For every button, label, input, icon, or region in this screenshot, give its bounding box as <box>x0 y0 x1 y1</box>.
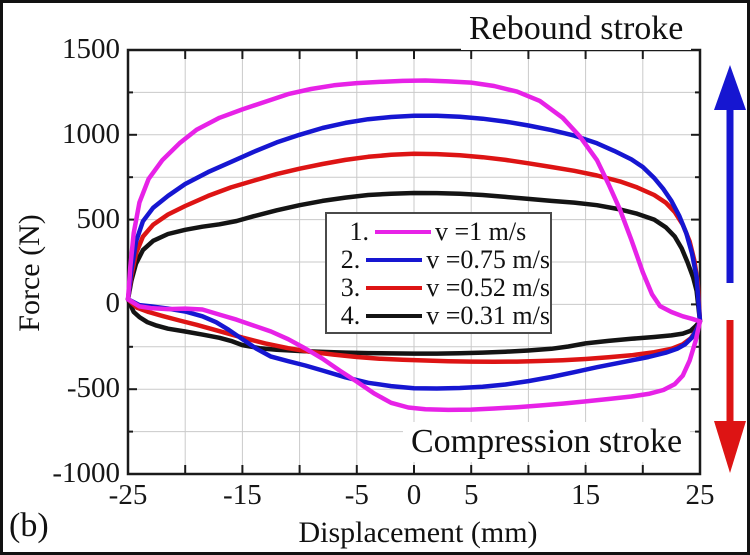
legend-line-sample-magenta <box>375 230 431 234</box>
legend-line-sample-black <box>366 314 423 318</box>
x-tick-label: 25 <box>685 479 715 511</box>
plot-frame <box>126 48 702 476</box>
y-axis-title: Force (N) <box>13 214 46 332</box>
legend-item-label: v =0.52 m/s <box>426 273 550 302</box>
compression-arrow-shaft <box>726 320 734 423</box>
rebound-arrow-shaft <box>726 108 734 283</box>
curve-v-0-75-m-s <box>125 113 703 391</box>
x-tick-label: -15 <box>223 479 262 511</box>
y-tick-label: 500 <box>76 202 121 235</box>
stroke-direction-arrows <box>714 65 746 473</box>
x-tick-label: 15 <box>571 479 601 511</box>
x-tick-label: -5 <box>344 479 369 511</box>
y-tick-label: 1500 <box>62 33 120 65</box>
legend-item-v031: 4. v =0.31 m/s <box>337 302 550 330</box>
x-tick-label: -25 <box>108 479 148 511</box>
legend-item-label: v =0.31 m/s <box>426 301 550 330</box>
legend-line-sample-blue <box>366 258 423 262</box>
x-tick-label: 5 <box>463 479 479 511</box>
legend-item-number: 3. <box>340 273 361 302</box>
axes-frame <box>126 48 702 476</box>
x-axis-title: Displacement (mm) <box>298 516 538 549</box>
legend-item-number: 2. <box>340 245 361 274</box>
rebound-stroke-annotation: Rebound stroke <box>461 8 692 50</box>
rebound-up-arrow-icon <box>714 65 746 110</box>
legend-item-label: v =0.75 m/s <box>426 245 550 274</box>
y-tick-label: -500 <box>66 372 120 405</box>
curve-v-1-m-s <box>125 78 703 413</box>
legend-item-v075: 2. v =0.75 m/s <box>337 246 550 274</box>
legend-item-v1: 1. v =1 m/s <box>337 218 550 246</box>
subfigure-label: (b) <box>9 507 49 544</box>
x-tick-label: 0 <box>406 479 422 511</box>
legend-item-label: v =1 m/s <box>435 217 527 246</box>
compression-stroke-annotation: Compression stroke <box>403 422 691 462</box>
y-tick-label: 0 <box>105 287 121 320</box>
compression-down-arrow-icon <box>714 421 746 473</box>
legend-item-number: 1. <box>349 217 370 246</box>
y-tick-label: 1000 <box>62 117 120 150</box>
hysteresis-curves <box>125 78 703 413</box>
legend-item-number: 4. <box>340 301 361 330</box>
legend-box: 1. v =1 m/s 2. v =0.75 m/s 3. v =0.52 m/… <box>325 212 552 334</box>
y-tick-label: -1000 <box>52 457 120 489</box>
legend-line-sample-red <box>366 286 423 290</box>
legend-item-v052: 3. v =0.52 m/s <box>337 274 550 302</box>
